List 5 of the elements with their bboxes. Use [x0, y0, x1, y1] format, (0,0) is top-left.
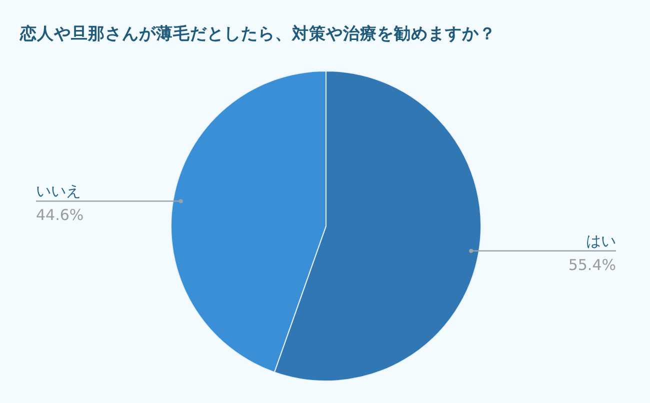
data-label: 44.6% [36, 206, 84, 224]
slice-label: はい [586, 232, 616, 250]
data-label: 55.4% [568, 256, 616, 274]
chart-title: 恋人や旦那さんが薄毛だとしたら、対策や治療を勧めますか？ [19, 24, 496, 43]
slice-label: いいえ [36, 182, 81, 200]
